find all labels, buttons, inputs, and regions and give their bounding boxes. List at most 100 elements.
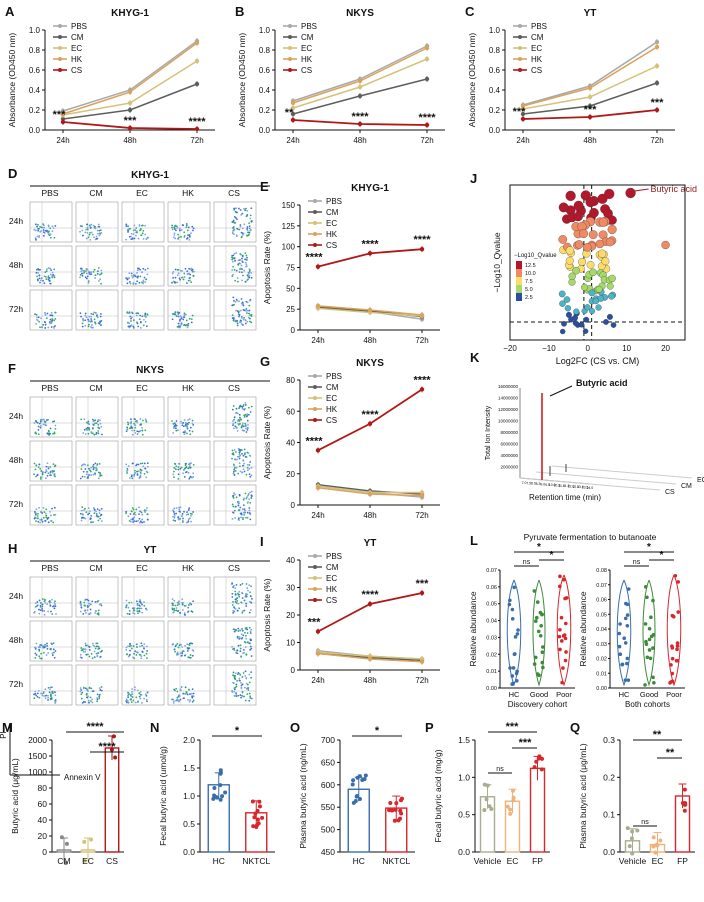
flow-column-label: HK (182, 563, 194, 573)
flow-dot (240, 264, 243, 267)
flow-dot (38, 648, 41, 651)
flow-dot (189, 699, 192, 701)
bar-point (398, 816, 403, 821)
flow-dot (50, 312, 53, 314)
legend-marker (518, 24, 522, 28)
flow-dot (96, 698, 99, 701)
flow-dot (235, 451, 237, 453)
legend-label: CS (326, 241, 337, 250)
y-tick-label: 40 (38, 815, 48, 825)
flow-dot (35, 268, 38, 271)
flow-dot (242, 318, 245, 321)
y-axis-label: Relative abundance (578, 591, 588, 666)
flow-dot (51, 652, 54, 655)
flow-dot (179, 318, 182, 321)
legend-label: PBS (71, 22, 87, 31)
flow-dot (145, 652, 148, 655)
flow-dot (248, 270, 251, 273)
flow-dot (96, 515, 99, 518)
flow-dot (94, 472, 96, 475)
flow-dot (44, 420, 47, 423)
y-tick-label: 0.00 (486, 686, 497, 692)
flow-dot (131, 691, 133, 693)
flow-dot (98, 229, 101, 232)
flow-dot (178, 462, 181, 465)
flow-dot (232, 227, 234, 229)
flow-dot (139, 326, 142, 329)
flow-dot (231, 457, 233, 460)
flow-dot (241, 271, 243, 274)
flow-dot (86, 598, 88, 601)
flow-dot (189, 602, 191, 605)
flow-dot (241, 508, 244, 511)
flow-dot (239, 253, 242, 255)
legend-tick: 10.0 (525, 271, 536, 277)
data-point-cm (290, 111, 296, 117)
flow-dot (81, 322, 84, 325)
flow-dot (100, 319, 103, 322)
flow-dot (39, 606, 42, 608)
violin-point (675, 644, 680, 648)
bar-point (251, 824, 256, 829)
flow-dot (85, 421, 88, 424)
flow-dot (41, 326, 43, 329)
flow-dot (138, 477, 141, 480)
bar-point (109, 747, 114, 752)
x-tick-label: 24h (286, 136, 299, 145)
flow-dot (235, 583, 238, 586)
volcano-point (588, 230, 598, 240)
bar-point (651, 844, 656, 849)
flow-dot (183, 419, 186, 421)
legend-marker (518, 57, 522, 61)
flow-dot (191, 314, 194, 317)
flow-dot (138, 513, 140, 516)
flow-dot (129, 653, 131, 656)
flow-row-label: 72h (9, 304, 23, 314)
flow-dot (183, 654, 186, 657)
violin-point (559, 615, 564, 620)
flow-dot (132, 326, 135, 329)
flow-dot (140, 642, 143, 645)
flow-dot (133, 423, 136, 426)
flow-dot (95, 468, 98, 470)
flow-title: YT (144, 545, 157, 556)
flow-dot (190, 692, 193, 695)
bar-point (355, 794, 360, 799)
flow-dot (125, 463, 128, 466)
flow-dot (53, 602, 56, 604)
y-tick-label: 2000000 (500, 465, 518, 470)
flow-dot (83, 271, 86, 274)
flow-dot (45, 317, 48, 320)
flow-dot (234, 301, 237, 303)
flow-dot (126, 653, 128, 656)
flow-dot (173, 515, 176, 517)
flow-dot (45, 424, 48, 427)
flow-dot (128, 613, 131, 616)
flow-dot (37, 433, 40, 436)
flow-dot (233, 269, 236, 271)
flow-dot (91, 690, 94, 693)
volcano-point (573, 211, 583, 222)
flow-dot (183, 605, 186, 607)
significance-label: * (647, 542, 651, 553)
flow-dot (173, 511, 175, 513)
flow-dot (39, 425, 42, 427)
flow-dot (235, 235, 238, 238)
flow-dot (172, 270, 175, 273)
flow-dot (235, 496, 238, 499)
violin-point (507, 602, 512, 607)
flow-dot (237, 310, 240, 313)
flow-dot (41, 603, 44, 606)
flow-dot (39, 644, 42, 646)
flow-dot (98, 427, 101, 430)
flow-dot (192, 464, 195, 466)
flow-dot (249, 455, 252, 457)
x-tick-label: 9.0 (540, 482, 545, 486)
y-tick-label: 0.07 (486, 568, 497, 574)
flow-dot (183, 235, 186, 237)
bar-point (254, 824, 259, 829)
flow-dot (101, 520, 103, 523)
flow-dot (99, 517, 102, 520)
volcano-point (603, 319, 609, 325)
